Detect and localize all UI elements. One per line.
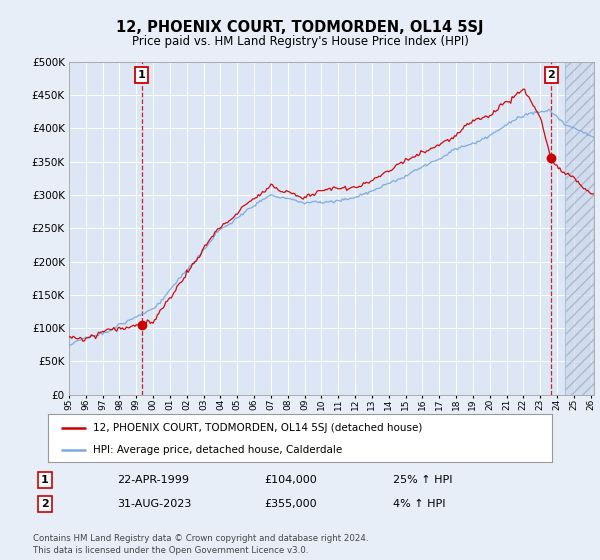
Bar xyxy=(565,62,599,395)
Text: 12, PHOENIX COURT, TODMORDEN, OL14 5SJ: 12, PHOENIX COURT, TODMORDEN, OL14 5SJ xyxy=(116,20,484,35)
Text: 31-AUG-2023: 31-AUG-2023 xyxy=(117,499,191,509)
Text: Contains HM Land Registry data © Crown copyright and database right 2024.
This d: Contains HM Land Registry data © Crown c… xyxy=(33,534,368,555)
Text: 2: 2 xyxy=(548,70,556,80)
Text: 12, PHOENIX COURT, TODMORDEN, OL14 5SJ (detached house): 12, PHOENIX COURT, TODMORDEN, OL14 5SJ (… xyxy=(94,423,423,433)
Text: 25% ↑ HPI: 25% ↑ HPI xyxy=(393,475,452,485)
Bar xyxy=(565,62,599,395)
Text: £104,000: £104,000 xyxy=(264,475,317,485)
Text: 22-APR-1999: 22-APR-1999 xyxy=(117,475,189,485)
Text: Price paid vs. HM Land Registry's House Price Index (HPI): Price paid vs. HM Land Registry's House … xyxy=(131,35,469,48)
Text: 1: 1 xyxy=(41,475,49,485)
Text: 1: 1 xyxy=(137,70,145,80)
Text: 4% ↑ HPI: 4% ↑ HPI xyxy=(393,499,445,509)
Text: £355,000: £355,000 xyxy=(264,499,317,509)
Text: 2: 2 xyxy=(41,499,49,509)
Text: HPI: Average price, detached house, Calderdale: HPI: Average price, detached house, Cald… xyxy=(94,445,343,455)
